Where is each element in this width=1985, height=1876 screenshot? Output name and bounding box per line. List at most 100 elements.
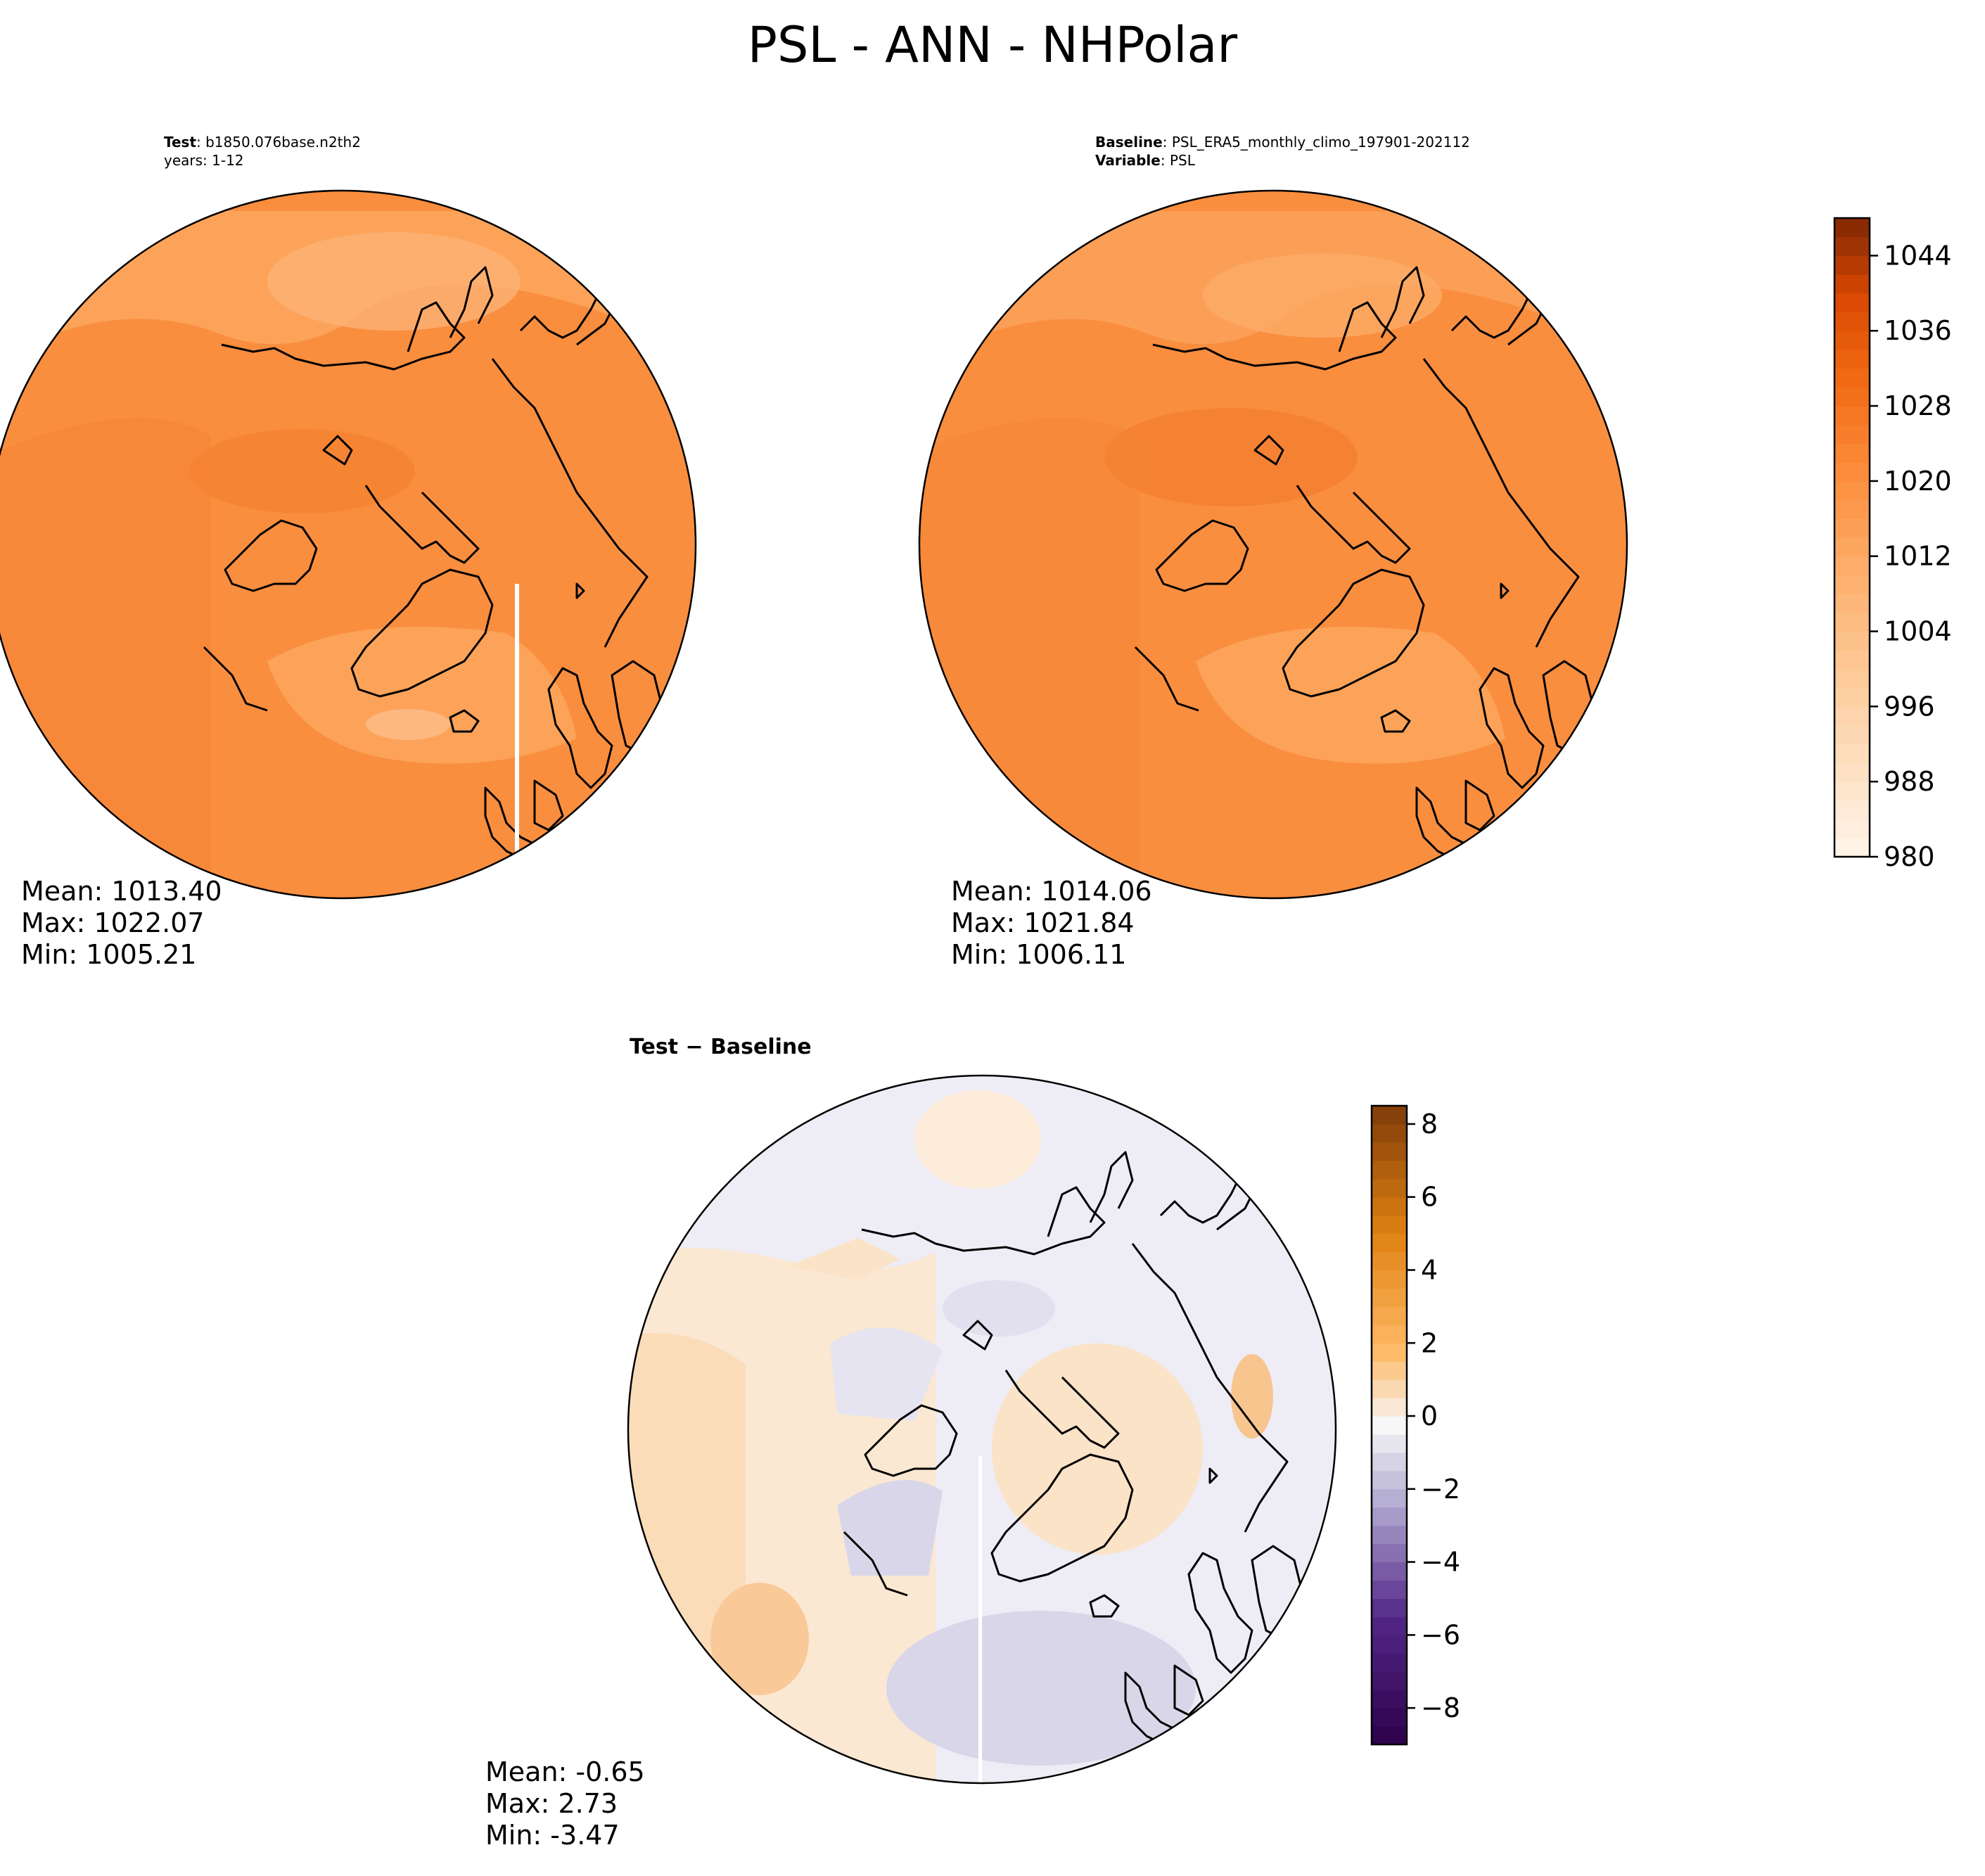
colorbar-segment [1372,1160,1407,1180]
colorbar-segment [1834,293,1870,313]
colorbar-tick-label: −8 [1421,1692,1460,1723]
colorbar-segment [1372,1270,1407,1289]
colorbar-segment [1372,1452,1407,1472]
test-map-border [0,189,697,900]
colorbar-segment [1372,1178,1407,1198]
colorbar-segment [1372,1106,1407,1125]
colorbar-tick-label: 1028 [1884,390,1952,421]
colorbar-tick-label: −6 [1421,1619,1460,1650]
baseline-map-border [918,189,1628,900]
test-label-line1: Test: b1850.076base.n2th2 [164,134,361,151]
colorbar-tick-label: 1020 [1884,466,1952,497]
colorbar-segment [1834,762,1870,782]
test-label-key: Test [164,134,196,151]
colorbar-segment [1834,612,1870,632]
colorbar-segment [1372,1233,1407,1253]
colorbar-segment [1834,349,1870,369]
colorbar-segment [1834,443,1870,463]
baseline-variable-value: : PSL [1161,152,1196,169]
colorbar-tick-label: 1044 [1884,240,1952,271]
colorbar-tick-label: 996 [1884,691,1935,722]
colorbar-segment [1834,499,1870,519]
diff-map [628,1076,1336,1783]
colorbar-tick-label: −4 [1421,1547,1460,1578]
colorbar-segment [1372,1562,1407,1581]
colorbar-tick-label: −2 [1421,1474,1460,1505]
baseline-max: Max: 1021.84 [951,907,1135,938]
colorbar-segment [1834,687,1870,707]
colorbar-segment [1372,1197,1407,1216]
colorbar-segment [1834,255,1870,275]
colorbar-frame [1833,217,1871,858]
colorbar-tick-label: 1036 [1884,315,1952,346]
colorbar-segment [1372,1580,1407,1600]
colorbar-segment [1834,819,1870,838]
colorbar-segment [1834,331,1870,350]
colorbar-segment [1372,1598,1407,1617]
baseline-label-line2: Variable: PSL [1095,152,1196,169]
colorbar-segment [1834,424,1870,445]
colorbar-segment [1834,744,1870,764]
diff-title: Test − Baseline [630,1035,812,1059]
colorbar-segment [1834,480,1870,501]
colorbar-tick-label: 2 [1421,1327,1438,1358]
colorbar-segment [1372,1635,1407,1654]
colorbar-segment [1372,1416,1407,1435]
baseline-mean: Mean: 1014.06 [951,876,1152,907]
diff-map-border [627,1074,1337,1785]
colorbar-segment [1372,1379,1407,1398]
colorbar-top: 980 988 996 1004 1012 1020 1028 1036 1044 [1833,217,1952,872]
colorbar-segment [1372,1288,1407,1307]
colorbar-segment [1834,650,1870,670]
colorbar-segment [1834,706,1870,726]
test-max: Max: 1022.07 [21,907,205,938]
colorbar-segment [1834,631,1870,651]
colorbar-segment [1372,1671,1407,1690]
colorbar-segment [1372,1507,1407,1526]
colorbar-segment [1834,462,1870,482]
colorbar-segment [1834,518,1870,538]
colorbar-segment [1834,725,1870,745]
test-min: Min: 1005.21 [21,939,196,970]
colorbar-segment [1372,1123,1407,1143]
colorbar-tick-label: 980 [1884,841,1935,872]
colorbar-segment [1834,274,1870,294]
colorbar-segment [1372,1708,1407,1727]
test-mean: Mean: 1013.40 [21,876,222,907]
colorbar-segment [1372,1361,1407,1380]
test-label-line2: years: 1-12 [164,152,244,169]
colorbar-segment [1372,1543,1407,1563]
colorbar-tick-label: 1004 [1884,616,1952,647]
colorbar-segment [1834,236,1870,257]
colorbar-segment [1834,406,1870,426]
colorbar-segment [1372,1616,1407,1635]
colorbar-segment [1834,537,1870,557]
colorbar-segment [1372,1653,1407,1672]
baseline-label-value: : PSL_ERA5_monthly_climo_197901-202112 [1163,134,1470,151]
colorbar-segment [1834,838,1870,857]
baseline-label-line1: Baseline: PSL_ERA5_monthly_climo_197901-… [1095,134,1470,151]
colorbar-segment [1834,594,1870,613]
colorbar-segment [1372,1215,1407,1234]
colorbar-segment [1372,1142,1407,1161]
baseline-map [919,191,1627,898]
colorbar-tick-label: 6 [1421,1182,1438,1213]
test-label-value: : b1850.076base.n2th2 [196,134,361,151]
colorbar-segment [1834,368,1870,388]
colorbar-tick-label: 4 [1421,1254,1438,1285]
colorbar-segment [1834,800,1870,820]
colorbar-segment [1372,1325,1407,1344]
colorbar-frame [1370,1104,1408,1746]
colorbar-diff: −8 −6 −4 −2 0 2 4 6 8 [1370,1104,1460,1746]
diff-max: Max: 2.73 [485,1788,618,1819]
colorbar-segment [1372,1470,1407,1490]
colorbar-segment [1372,1434,1407,1453]
colorbar-segment [1372,1398,1407,1417]
diff-mean: Mean: -0.65 [485,1756,645,1787]
colorbar-segment [1372,1306,1407,1325]
colorbar-tick-label: 988 [1884,766,1935,797]
baseline-min: Min: 1006.11 [951,939,1126,970]
colorbar-segment [1372,1690,1407,1709]
colorbar-segment [1834,387,1870,407]
